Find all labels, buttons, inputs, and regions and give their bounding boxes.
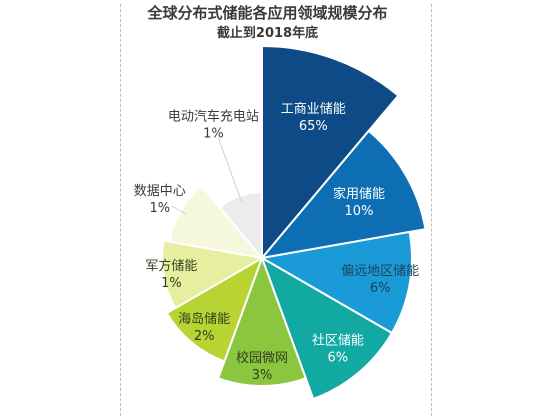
- slice-3: [259, 230, 413, 335]
- slice-label-5: 校园微网: [236, 350, 288, 366]
- slice-label-6: 海岛储能: [178, 311, 230, 327]
- slice-value-5: 3%: [252, 368, 273, 383]
- slice-2: [259, 129, 427, 260]
- chart-title: 全球分布式储能各应用领域规模分布: [147, 4, 388, 22]
- slice-label-1: 工商业储能: [281, 102, 346, 117]
- slice-value-9: 1%: [203, 127, 224, 142]
- slice-4: [260, 255, 394, 401]
- slice-label-7: 军方储能: [145, 258, 197, 274]
- slice-value-4: 6%: [328, 350, 349, 365]
- slice-value-8: 1%: [149, 201, 170, 216]
- slice-label-8: 数据中心: [134, 184, 186, 199]
- chart-frame: [120, 4, 432, 416]
- slice-label-9: 电动汽车充电站: [168, 109, 259, 125]
- slice-label-3: 偏远地区储能: [341, 264, 419, 279]
- slice-value-7: 1%: [161, 276, 182, 291]
- slice-1: [261, 44, 400, 261]
- slice-label-4: 社区储能: [312, 332, 364, 348]
- leader-line-9: [217, 137, 242, 202]
- slice-7: [161, 239, 265, 310]
- chart-subtitle: 截止到2018年底: [216, 26, 319, 41]
- slice-5: [216, 255, 308, 387]
- slice-value-2: 10%: [345, 204, 374, 219]
- slice-value-6: 2%: [194, 329, 215, 344]
- leader-line-8: [171, 205, 187, 215]
- slice-value-1: 65%: [299, 119, 328, 134]
- slice-value-3: 6%: [370, 281, 391, 296]
- slice-6: [165, 255, 264, 363]
- slice-label-2: 家用储能: [333, 186, 385, 202]
